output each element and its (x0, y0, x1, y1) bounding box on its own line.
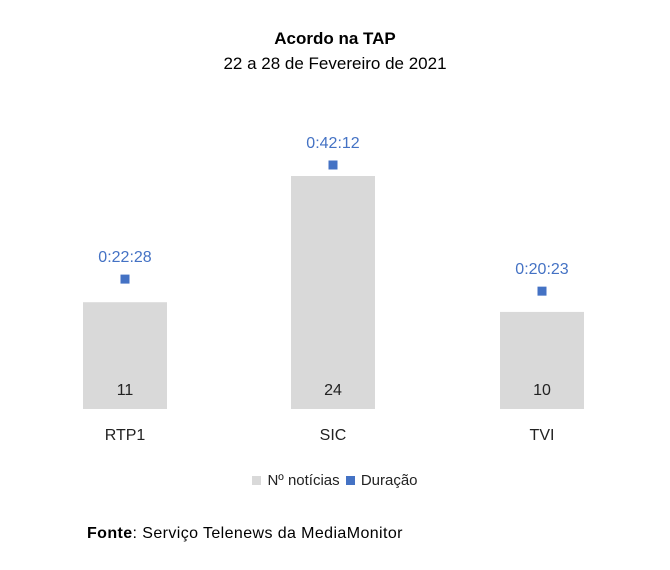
legend-swatch-duracao (345, 476, 355, 485)
bar-value-label-sic: 24 (324, 382, 342, 399)
legend-item-duracao: Duração (345, 472, 418, 489)
legend-item-noticias: Nº notícias (252, 472, 340, 489)
plot-area: 11 0:22:28 RTP1 24 0:42:12 SIC 10 0:20:23 TVI (83, 135, 584, 444)
bar-tvi (500, 311, 584, 409)
chart-subtitle: 22 a 28 de Fevereiro de 2021 (223, 54, 447, 73)
duration-label-sic: 0:42:12 (306, 135, 359, 152)
category-label-sic: SIC (320, 427, 347, 444)
bar-value-label-tvi: 10 (533, 382, 551, 399)
duration-marker-sic (328, 160, 338, 170)
legend-swatch-noticias (252, 476, 262, 485)
duration-label-rtp1: 0:22:28 (98, 249, 151, 266)
duration-marker-rtp1 (120, 274, 130, 284)
source-note: Fonte: Serviço Telenews da MediaMonitor (87, 525, 403, 543)
source-label: Fonte (87, 525, 133, 542)
source-separator: : (132, 525, 138, 542)
legend: Nº notícias Duração (0, 472, 670, 489)
bar-sic (291, 176, 375, 409)
legend-label-duracao: Duração (360, 472, 418, 489)
chart-title: Acordo na TAP (274, 29, 396, 48)
bar-value-label-rtp1: 11 (117, 382, 134, 399)
source-text: Serviço Telenews da MediaMonitor (137, 525, 403, 542)
duration-marker-tvi (537, 286, 547, 296)
category-label-rtp1: RTP1 (105, 427, 146, 444)
bar-rtp1 (83, 302, 167, 409)
category-label-tvi: TVI (530, 427, 555, 444)
legend-label-noticias: Nº notícias (267, 472, 340, 489)
duration-label-tvi: 0:20:23 (515, 261, 568, 278)
